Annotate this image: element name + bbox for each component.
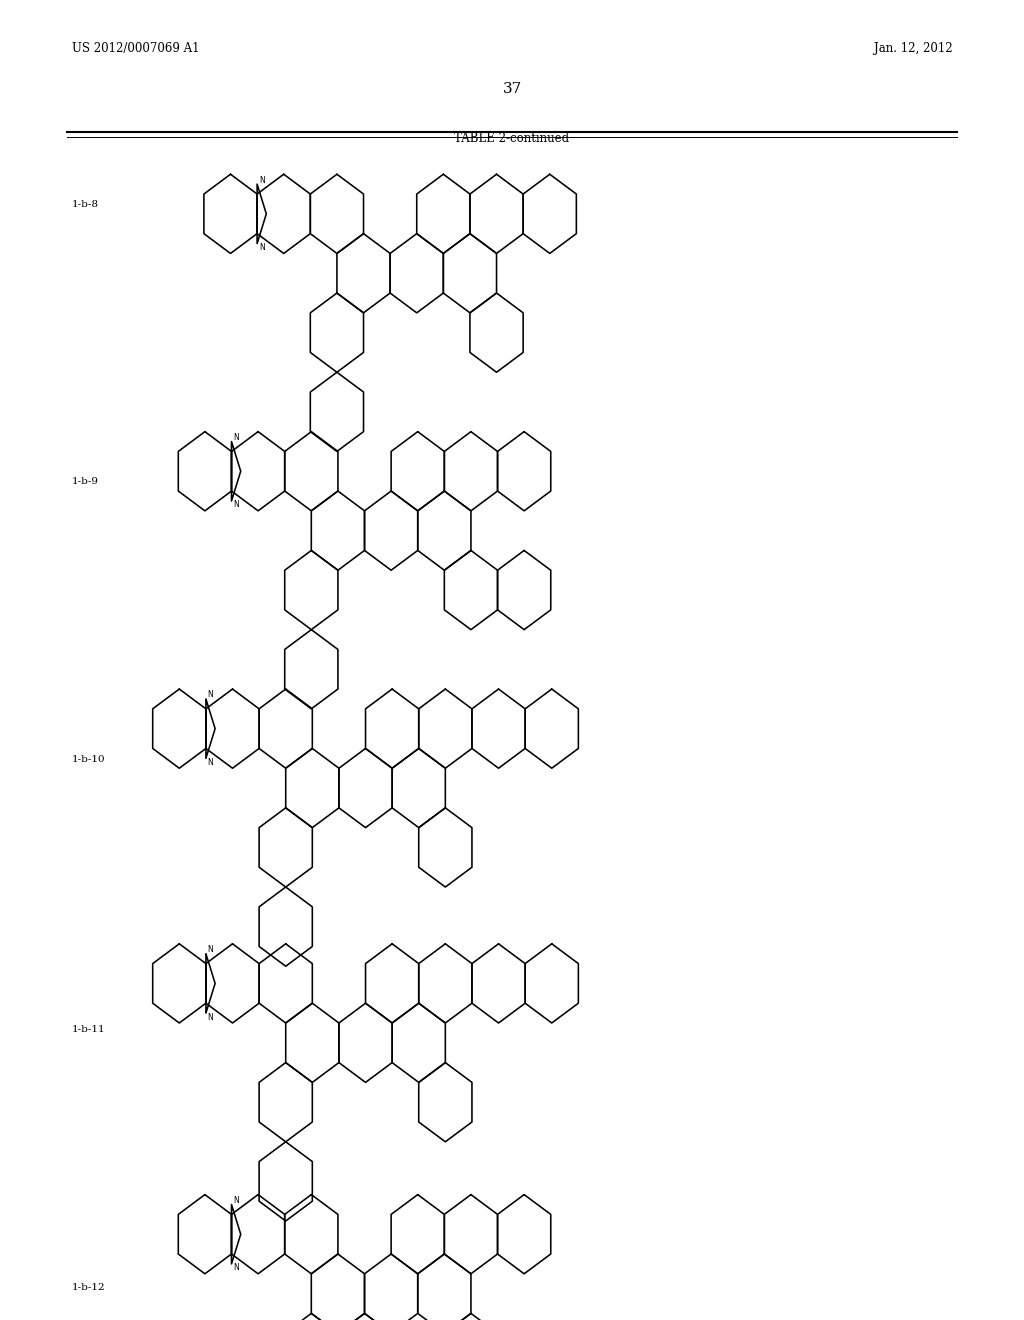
Text: N: N: [208, 1012, 213, 1022]
Text: N: N: [259, 176, 264, 185]
Text: N: N: [233, 1263, 239, 1272]
Text: 1-b-8: 1-b-8: [72, 201, 98, 209]
Text: N: N: [208, 945, 213, 954]
Text: N: N: [233, 433, 239, 442]
Text: US 2012/0007069 A1: US 2012/0007069 A1: [72, 42, 200, 55]
Text: 1-b-9: 1-b-9: [72, 478, 98, 486]
Text: N: N: [259, 243, 264, 252]
Text: N: N: [233, 1196, 239, 1205]
Text: 1-b-11: 1-b-11: [72, 1026, 105, 1034]
Text: N: N: [233, 500, 239, 510]
Text: N: N: [208, 690, 213, 700]
Text: TABLE 2-continued: TABLE 2-continued: [455, 132, 569, 145]
Text: Jan. 12, 2012: Jan. 12, 2012: [873, 42, 952, 55]
Text: 1-b-12: 1-b-12: [72, 1283, 105, 1291]
Text: N: N: [208, 758, 213, 767]
Text: 1-b-10: 1-b-10: [72, 755, 105, 763]
Text: 37: 37: [503, 82, 521, 96]
